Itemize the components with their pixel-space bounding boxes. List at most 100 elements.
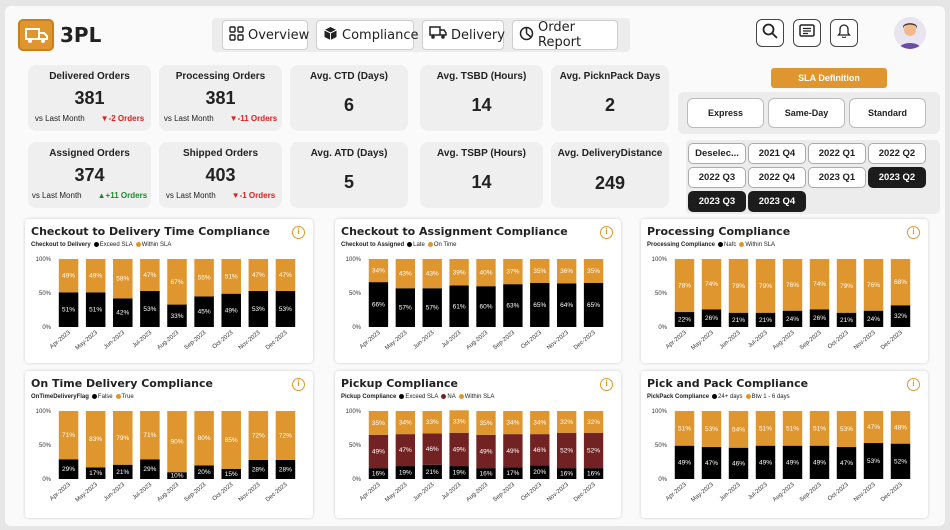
sla-standard-button[interactable]: Standard bbox=[849, 98, 926, 128]
chart-pickup-compliance: Pickup Compliance i Pickup Compliance Ex… bbox=[335, 371, 621, 518]
quarter-chip-2023-q3[interactable]: 2023 Q3 bbox=[688, 191, 746, 212]
bar-data-label: 66% bbox=[372, 302, 385, 309]
chart-checkout-to-delivery: Checkout to Delivery Time Compliance i C… bbox=[25, 219, 313, 363]
tab-delivery[interactable]: Delivery bbox=[422, 20, 505, 50]
bar-data-label: 16% bbox=[372, 471, 385, 478]
kpi-title: Processing Orders bbox=[175, 71, 266, 82]
chart-plot: 100% 50% 0% 29% 71% Apr-2023 17% 83% May-2023 21%… bbox=[36, 409, 296, 504]
bar-segment bbox=[836, 259, 857, 313]
bar-data-label: 10% bbox=[170, 473, 183, 480]
kpi-avg-atd: Avg. ATD (Days) 5 bbox=[290, 142, 408, 208]
bar-data-label: 46% bbox=[533, 447, 546, 454]
bar-data-label: 24% bbox=[867, 316, 880, 323]
search-button[interactable] bbox=[756, 19, 784, 47]
x-tick-label: Nov-2023 bbox=[853, 330, 877, 352]
bar-data-label: 37% bbox=[506, 269, 519, 276]
message-icon bbox=[799, 23, 815, 43]
notifications-button[interactable] bbox=[830, 19, 858, 47]
info-icon[interactable]: i bbox=[907, 378, 920, 391]
bar-segment bbox=[836, 447, 857, 479]
bar-segment bbox=[674, 445, 695, 479]
info-icon[interactable]: i bbox=[292, 378, 305, 391]
quarter-chip-deselect[interactable]: Deselec... bbox=[688, 143, 746, 164]
legend-item: Within SLA bbox=[458, 394, 494, 400]
x-tick-label: Dec-2023 bbox=[880, 330, 904, 352]
bar-segment bbox=[275, 259, 296, 291]
user-avatar[interactable] bbox=[894, 17, 926, 49]
quarter-chip-2021-q4[interactable]: 2021 Q4 bbox=[748, 143, 806, 164]
bar-data-label: 33% bbox=[426, 419, 439, 426]
chart-plot: 100% 50% 0% 49% 51% Apr-2023 47% 53% May-2023 46%… bbox=[652, 409, 911, 504]
tab-compliance[interactable]: Compliance bbox=[316, 20, 419, 50]
bar-segment bbox=[836, 312, 857, 327]
bar-data-label: 19% bbox=[399, 470, 412, 477]
bar-data-label: 17% bbox=[89, 470, 102, 477]
x-tick-label: Jun-2023 bbox=[412, 330, 436, 351]
bar-data-label: 17% bbox=[506, 470, 519, 477]
bar-segment bbox=[583, 468, 604, 479]
bar-segment bbox=[863, 411, 884, 443]
quarter-chip-2023-q1[interactable]: 2023 Q1 bbox=[808, 167, 866, 188]
legend-item: 24+ days bbox=[712, 394, 743, 400]
kpi-compare-label: vs Last Month bbox=[31, 191, 82, 200]
x-tick-label: Nov-2023 bbox=[853, 482, 877, 504]
comments-button[interactable] bbox=[793, 19, 821, 47]
box-icon bbox=[323, 26, 338, 45]
bar-data-label: 28% bbox=[279, 466, 292, 473]
quarter-chip-2022-q1[interactable]: 2022 Q1 bbox=[808, 143, 866, 164]
bar-data-label: 15% bbox=[225, 471, 238, 478]
quarter-chip-2023-q2[interactable]: 2023 Q2 bbox=[868, 167, 926, 188]
bar-data-label: 53% bbox=[840, 426, 853, 433]
bar-data-label: 26% bbox=[705, 315, 718, 322]
info-icon[interactable]: i bbox=[292, 226, 305, 239]
bar-data-label: 46% bbox=[732, 460, 745, 467]
info-icon[interactable]: i bbox=[907, 226, 920, 239]
y-tick-label: 0% bbox=[352, 477, 361, 483]
sla-same-day-button[interactable]: Same-Day bbox=[768, 98, 845, 128]
quarter-chip-2022-q3[interactable]: 2022 Q3 bbox=[688, 167, 746, 188]
bar-data-label: 39% bbox=[453, 269, 466, 276]
chart-plot: 100% 50% 0% 66% 34% Apr-2023 57% 43% May-2023 57%… bbox=[346, 257, 604, 352]
bar-data-label: 54% bbox=[732, 426, 745, 433]
bar-data-label: 79% bbox=[116, 435, 129, 442]
bar-segment bbox=[140, 411, 160, 460]
bar-segment bbox=[476, 286, 496, 327]
bar-segment bbox=[422, 259, 442, 289]
pie-icon bbox=[519, 26, 534, 45]
bar-segment bbox=[368, 282, 389, 327]
bar-segment bbox=[167, 472, 187, 479]
bar-segment bbox=[728, 312, 749, 327]
quarter-chip-2022-q2[interactable]: 2022 Q2 bbox=[868, 143, 926, 164]
legend-title: Checkout to Assigned bbox=[341, 242, 405, 249]
y-tick-label: 100% bbox=[36, 257, 52, 263]
bar-data-label: 68% bbox=[894, 279, 907, 286]
legend-item: True bbox=[115, 394, 134, 400]
legend-title: OnTimeDeliveryFlag bbox=[31, 394, 89, 401]
quarter-chip-2023-q4[interactable]: 2023 Q4 bbox=[748, 191, 806, 212]
x-tick-label: May-2023 bbox=[384, 482, 409, 504]
bar-segment bbox=[167, 259, 187, 305]
tab-overview[interactable]: Overview bbox=[222, 20, 309, 50]
info-icon[interactable]: i bbox=[600, 226, 613, 239]
bar-data-label: 49% bbox=[453, 446, 466, 453]
bar-segment bbox=[58, 459, 79, 479]
bar-segment bbox=[476, 434, 496, 469]
chart-legend: Checkout to Delivery Exceed SLA Within S… bbox=[31, 242, 171, 248]
x-tick-label: Oct-2023 bbox=[827, 482, 850, 503]
bar-data-label: 53% bbox=[252, 306, 265, 313]
bar-segment bbox=[809, 259, 830, 310]
bar-segment bbox=[863, 442, 884, 479]
info-icon[interactable]: i bbox=[600, 378, 613, 391]
bar-data-label: 57% bbox=[426, 305, 439, 312]
tab-order-report[interactable]: Order Report bbox=[512, 20, 618, 50]
bar-data-label: 63% bbox=[506, 303, 519, 310]
chart-pick-and-pack: Pick and Pack Compliance i PickPack Comp… bbox=[641, 371, 928, 518]
sla-express-button[interactable]: Express bbox=[687, 98, 764, 128]
bar-segment bbox=[140, 290, 160, 327]
chart-title: Checkout to Assignment Compliance bbox=[341, 225, 568, 238]
sla-definition-label: SLA Definition bbox=[771, 68, 887, 88]
quarter-chip-2022-q4[interactable]: 2022 Q4 bbox=[748, 167, 806, 188]
bar-data-label: 53% bbox=[143, 306, 156, 313]
bar-data-label: 32% bbox=[560, 419, 573, 426]
bar-segment bbox=[221, 468, 241, 479]
